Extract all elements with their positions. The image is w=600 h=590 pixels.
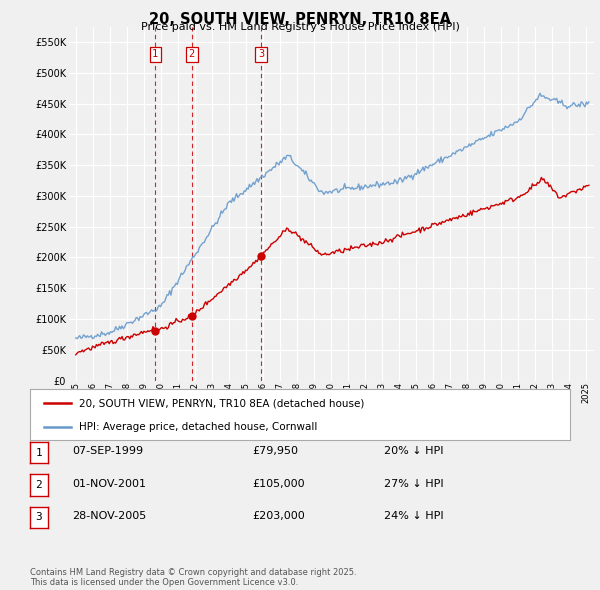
Text: 3: 3 [258,49,264,59]
Text: Price paid vs. HM Land Registry's House Price Index (HPI): Price paid vs. HM Land Registry's House … [140,22,460,32]
Text: Contains HM Land Registry data © Crown copyright and database right 2025.
This d: Contains HM Land Registry data © Crown c… [30,568,356,587]
Text: 2: 2 [35,480,43,490]
Text: HPI: Average price, detached house, Cornwall: HPI: Average price, detached house, Corn… [79,422,317,432]
Text: 1: 1 [152,49,158,59]
Text: 07-SEP-1999: 07-SEP-1999 [72,447,143,456]
Text: 20% ↓ HPI: 20% ↓ HPI [384,447,443,456]
Text: 1: 1 [35,448,43,457]
Text: 27% ↓ HPI: 27% ↓ HPI [384,479,443,489]
Text: 28-NOV-2005: 28-NOV-2005 [72,512,146,521]
Text: 01-NOV-2001: 01-NOV-2001 [72,479,146,489]
Text: 24% ↓ HPI: 24% ↓ HPI [384,512,443,521]
Text: £79,950: £79,950 [252,447,298,456]
Text: 2: 2 [189,49,195,59]
Text: 20, SOUTH VIEW, PENRYN, TR10 8EA: 20, SOUTH VIEW, PENRYN, TR10 8EA [149,12,451,27]
Text: £105,000: £105,000 [252,479,305,489]
Text: 20, SOUTH VIEW, PENRYN, TR10 8EA (detached house): 20, SOUTH VIEW, PENRYN, TR10 8EA (detach… [79,398,364,408]
Text: 3: 3 [35,513,43,522]
Text: £203,000: £203,000 [252,512,305,521]
